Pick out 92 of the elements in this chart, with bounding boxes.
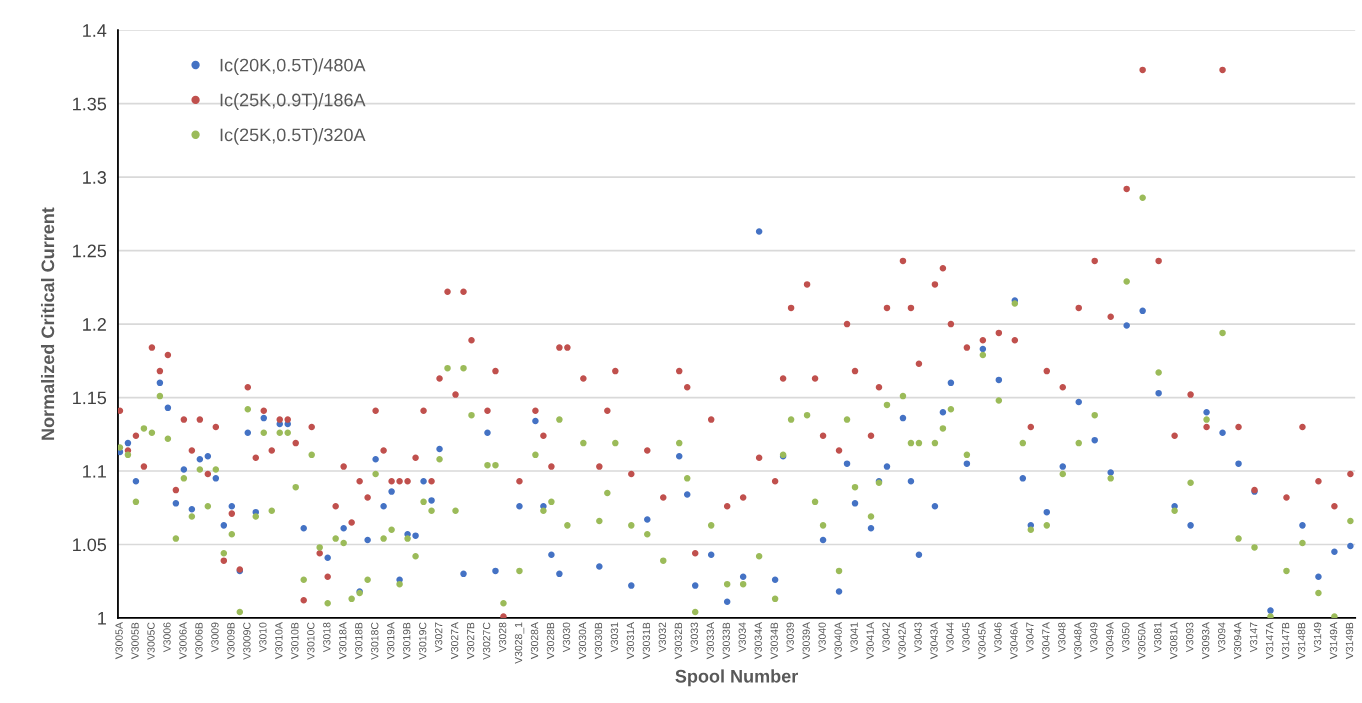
x-tick-label: V3034	[738, 622, 746, 653]
x-tick-label: V3009C	[243, 622, 251, 660]
x-tick-label: V3034B	[770, 622, 778, 660]
x-tick-label: V3018C	[371, 622, 379, 660]
x-tick-label: V3027A	[450, 622, 459, 660]
x-tick-label: V3018A	[339, 622, 347, 660]
x-tick-label: V3034A	[754, 622, 762, 660]
x-axis-title: Spool Number	[675, 669, 798, 687]
x-tick-label: V3042A	[898, 622, 906, 660]
x-tick-label: V3043	[914, 622, 922, 653]
x-tick-label: V3031A	[626, 622, 635, 660]
x-tick-label: V3081A	[1170, 622, 1178, 660]
x-tick-label: V3049A	[1106, 622, 1114, 660]
legend-label: Ic(25K,0.9T)/186A	[220, 93, 366, 110]
x-tick-label: V3149B	[1345, 622, 1354, 660]
x-tick-label: V3028A	[530, 622, 539, 660]
x-tick-label: V3033B	[722, 622, 730, 660]
x-tick-label: V3048A	[1074, 622, 1082, 660]
x-tick-label: V3149A	[1329, 622, 1338, 660]
y-axis-title: Normalized Critical Current	[40, 207, 55, 440]
x-tick-label: V3010B	[291, 622, 299, 660]
x-tick-label: V3048	[1058, 622, 1066, 653]
x-tick-label: V3019A	[387, 622, 395, 660]
legend-label: Ic(20K,0.5T)/480A	[220, 58, 366, 76]
y-tick-label: 1	[98, 612, 106, 625]
x-tick-label: V3047	[1026, 622, 1034, 653]
x-tick-label: V3031B	[642, 622, 651, 660]
x-tick-label: V3033A	[706, 622, 714, 660]
x-tick-label: V3010	[259, 622, 267, 653]
legend-label: Ic(25K,0.5T)/320A	[220, 128, 366, 145]
x-tick-label: V3010C	[307, 622, 315, 660]
x-tick-label: V3094	[1217, 622, 1226, 653]
x-tick-label: V3147	[1249, 622, 1258, 653]
x-tick-label: V3006A	[179, 622, 187, 660]
x-tick-label: V3030A	[578, 622, 587, 660]
x-tick-label: V3028	[498, 622, 507, 653]
x-tick-label: V3044	[946, 622, 954, 653]
x-tick-label: V3019B	[403, 622, 411, 660]
x-tick-label: V3040	[818, 622, 826, 653]
x-tick-label: V3032B	[674, 622, 683, 660]
x-tick-label: V3046A	[1010, 622, 1018, 660]
x-tick-label: V3006	[163, 622, 171, 653]
x-tick-label: V3149	[1313, 622, 1322, 653]
x-tick-label: V3031	[610, 622, 619, 653]
x-tick-label: V3019C	[418, 622, 427, 660]
x-tick-label: V3049	[1090, 622, 1098, 653]
x-tick-label: V3027	[434, 622, 443, 653]
x-tick-label: V3027C	[482, 622, 491, 660]
x-tick-label: V3028B	[546, 622, 555, 660]
x-tick-label: V3045	[962, 622, 970, 653]
x-tick-label: V3028_1	[514, 622, 525, 664]
x-tick-label: V3039	[786, 622, 794, 653]
y-tick-label: 1.2	[83, 318, 106, 331]
x-tick-label: V3033	[690, 622, 699, 653]
x-tick-label: V3005B	[131, 622, 139, 660]
x-tick-label: V3047A	[1042, 622, 1050, 660]
x-tick-label: V3050A	[1138, 622, 1146, 660]
x-tick-label: V3009	[211, 622, 219, 653]
y-tick-label: 1.25	[73, 244, 107, 258]
x-tick-label: V3009B	[227, 622, 235, 660]
y-tick-label: 1.4	[83, 24, 107, 37]
x-tick-label: V3081	[1154, 622, 1162, 653]
x-tick-label: V3005A	[115, 622, 123, 660]
x-tick-label: V3094A	[1233, 622, 1242, 660]
x-tick-label: V3032	[658, 622, 667, 653]
x-tick-label: V3093	[1186, 622, 1194, 653]
x-tick-label: V3045A	[978, 622, 986, 660]
x-tick-label: V3006B	[195, 622, 203, 660]
x-tick-label: V3148B	[1297, 622, 1306, 660]
y-tick-label: 1.3	[83, 171, 107, 184]
x-tick-label: V3041A	[866, 622, 874, 660]
x-tick-label: V3040A	[834, 622, 842, 660]
x-tick-label: V3041	[850, 622, 858, 653]
x-tick-label: V3039A	[802, 622, 810, 660]
x-tick-label: V3050	[1122, 622, 1130, 653]
y-tick-label: 1.1	[83, 465, 106, 478]
x-tick-label: V3018B	[355, 622, 363, 660]
x-tick-label: V3010A	[275, 622, 283, 660]
x-tick-label: V3027B	[466, 622, 475, 660]
y-tick-label: 1.15	[73, 391, 107, 405]
x-tick-label: V3042	[882, 622, 890, 653]
x-tick-label: V3030B	[594, 622, 603, 660]
x-tick-label: V3005C	[147, 622, 155, 660]
x-tick-label: V3030	[562, 622, 571, 653]
x-tick-label: V3018	[323, 622, 331, 653]
x-tick-label: V3147B	[1281, 622, 1290, 660]
x-tick-label: V3043A	[930, 622, 938, 660]
y-tick-label: 1.35	[73, 97, 107, 111]
x-tick-label: V3147A	[1265, 622, 1274, 660]
x-tick-label: V3046	[994, 622, 1002, 653]
x-tick-label: V3093A	[1202, 622, 1210, 660]
y-tick-label: 1.05	[73, 538, 107, 552]
